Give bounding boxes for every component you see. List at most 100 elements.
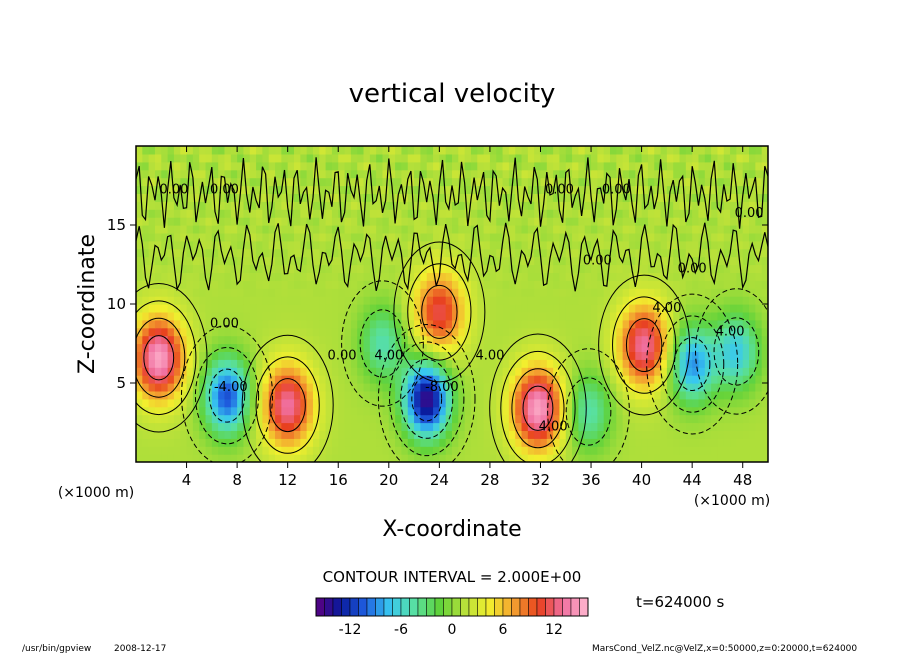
- heatmap-cell: [711, 153, 719, 163]
- heatmap-cell: [610, 406, 617, 416]
- heatmap-cell: [331, 161, 339, 171]
- heatmap-cell: [559, 454, 567, 462]
- heatmap-cell: [439, 414, 447, 424]
- heatmap-cell: [685, 454, 693, 462]
- heatmap-cell: [300, 201, 308, 210]
- heatmap-cell: [698, 280, 706, 289]
- heatmap-cell: [325, 375, 333, 384]
- heatmap-cell: [338, 288, 346, 297]
- heatmap-cell: [407, 383, 415, 392]
- heatmap-cell: [730, 169, 737, 179]
- heatmap-cell: [597, 288, 605, 297]
- heatmap-cell: [591, 240, 598, 250]
- heatmap-cell: [610, 446, 617, 455]
- heatmap-cell: [256, 169, 263, 179]
- heatmap-cell: [281, 177, 289, 187]
- heatmap-cell: [578, 256, 586, 266]
- heatmap-cell: [306, 146, 314, 155]
- heatmap-cell: [445, 217, 453, 226]
- heatmap-cell: [742, 296, 750, 305]
- heatmap-cell: [325, 248, 333, 258]
- heatmap-cell: [458, 335, 466, 345]
- heatmap-cell: [749, 390, 756, 400]
- heatmap-cell: [287, 288, 295, 297]
- heatmap-cell: [401, 272, 409, 281]
- heatmap-cell: [666, 288, 674, 297]
- heatmap-cell: [224, 232, 232, 242]
- heatmap-cell: [628, 406, 636, 416]
- heatmap-cell: [180, 335, 188, 345]
- heatmap-cell: [433, 335, 440, 345]
- heatmap-cell: [692, 146, 700, 155]
- heatmap-cell: [338, 446, 346, 455]
- heatmap-cell: [249, 217, 257, 226]
- heatmap-cell: [237, 232, 245, 242]
- heatmap-cell: [319, 201, 327, 210]
- heatmap-cell: [173, 256, 181, 266]
- heatmap-cell: [306, 414, 314, 424]
- heatmap-cell: [439, 264, 447, 273]
- heatmap-cell: [458, 351, 466, 360]
- heatmap-cell: [388, 296, 396, 305]
- heatmap-cell: [736, 232, 744, 242]
- heatmap-cell: [211, 193, 219, 202]
- heatmap-cell: [344, 343, 352, 352]
- heatmap-cell: [376, 209, 384, 218]
- heatmap-cell: [401, 319, 409, 329]
- heatmap-cell: [312, 319, 320, 329]
- heatmap-cell: [723, 351, 731, 360]
- heatmap-cell: [622, 383, 630, 392]
- heatmap-cell: [294, 438, 301, 447]
- heatmap-cell: [142, 390, 150, 400]
- heatmap-cell: [275, 311, 282, 321]
- heatmap-cell: [761, 153, 768, 163]
- heatmap-cell: [515, 446, 523, 455]
- heatmap-cell: [363, 430, 371, 439]
- heatmap-cell: [628, 359, 636, 368]
- heatmap-cell: [331, 225, 339, 234]
- heatmap-cell: [584, 319, 592, 329]
- heatmap-cell: [249, 327, 257, 337]
- heatmap-cell: [559, 193, 567, 202]
- heatmap-cell: [439, 375, 447, 384]
- heatmap-cell: [521, 272, 529, 281]
- heatmap-cell: [736, 446, 744, 455]
- heatmap-cell: [420, 390, 428, 400]
- heatmap-cell: [628, 209, 636, 218]
- heatmap-cell: [572, 288, 579, 297]
- heatmap-cell: [578, 288, 586, 297]
- heatmap-cell: [572, 351, 579, 360]
- heatmap-cell: [268, 240, 276, 250]
- colorbar-swatch: [477, 597, 487, 617]
- heatmap-cell: [167, 225, 175, 234]
- heatmap-cell: [452, 209, 459, 218]
- heatmap-cell: [755, 146, 763, 155]
- heatmap-cell: [262, 209, 270, 218]
- x-tick-label: 16: [329, 471, 348, 489]
- heatmap-cell: [704, 201, 712, 210]
- heatmap-cell: [433, 375, 440, 384]
- heatmap-cell: [622, 351, 630, 360]
- heatmap-cell: [692, 232, 700, 242]
- heatmap-cell: [300, 153, 308, 163]
- heatmap-cell: [331, 375, 339, 384]
- heatmap-cell: [312, 146, 320, 155]
- heatmap-cell: [173, 375, 181, 384]
- heatmap-cell: [508, 169, 516, 179]
- heatmap-cell: [635, 193, 643, 202]
- heatmap-cell: [565, 209, 573, 218]
- heatmap-cell: [496, 272, 504, 281]
- heatmap-cell: [186, 280, 194, 289]
- heatmap-cell: [761, 351, 768, 360]
- heatmap-cell: [610, 177, 617, 187]
- heatmap-cell: [237, 383, 245, 392]
- heatmap-cell: [565, 375, 573, 384]
- heatmap-cell: [180, 296, 188, 305]
- heatmap-cell: [711, 272, 719, 281]
- heatmap-cell: [515, 375, 523, 384]
- heatmap-cell: [515, 327, 523, 337]
- heatmap-cell: [572, 232, 579, 242]
- heatmap-cell: [483, 272, 491, 281]
- heatmap-cell: [572, 248, 579, 258]
- heatmap-cell: [268, 311, 276, 321]
